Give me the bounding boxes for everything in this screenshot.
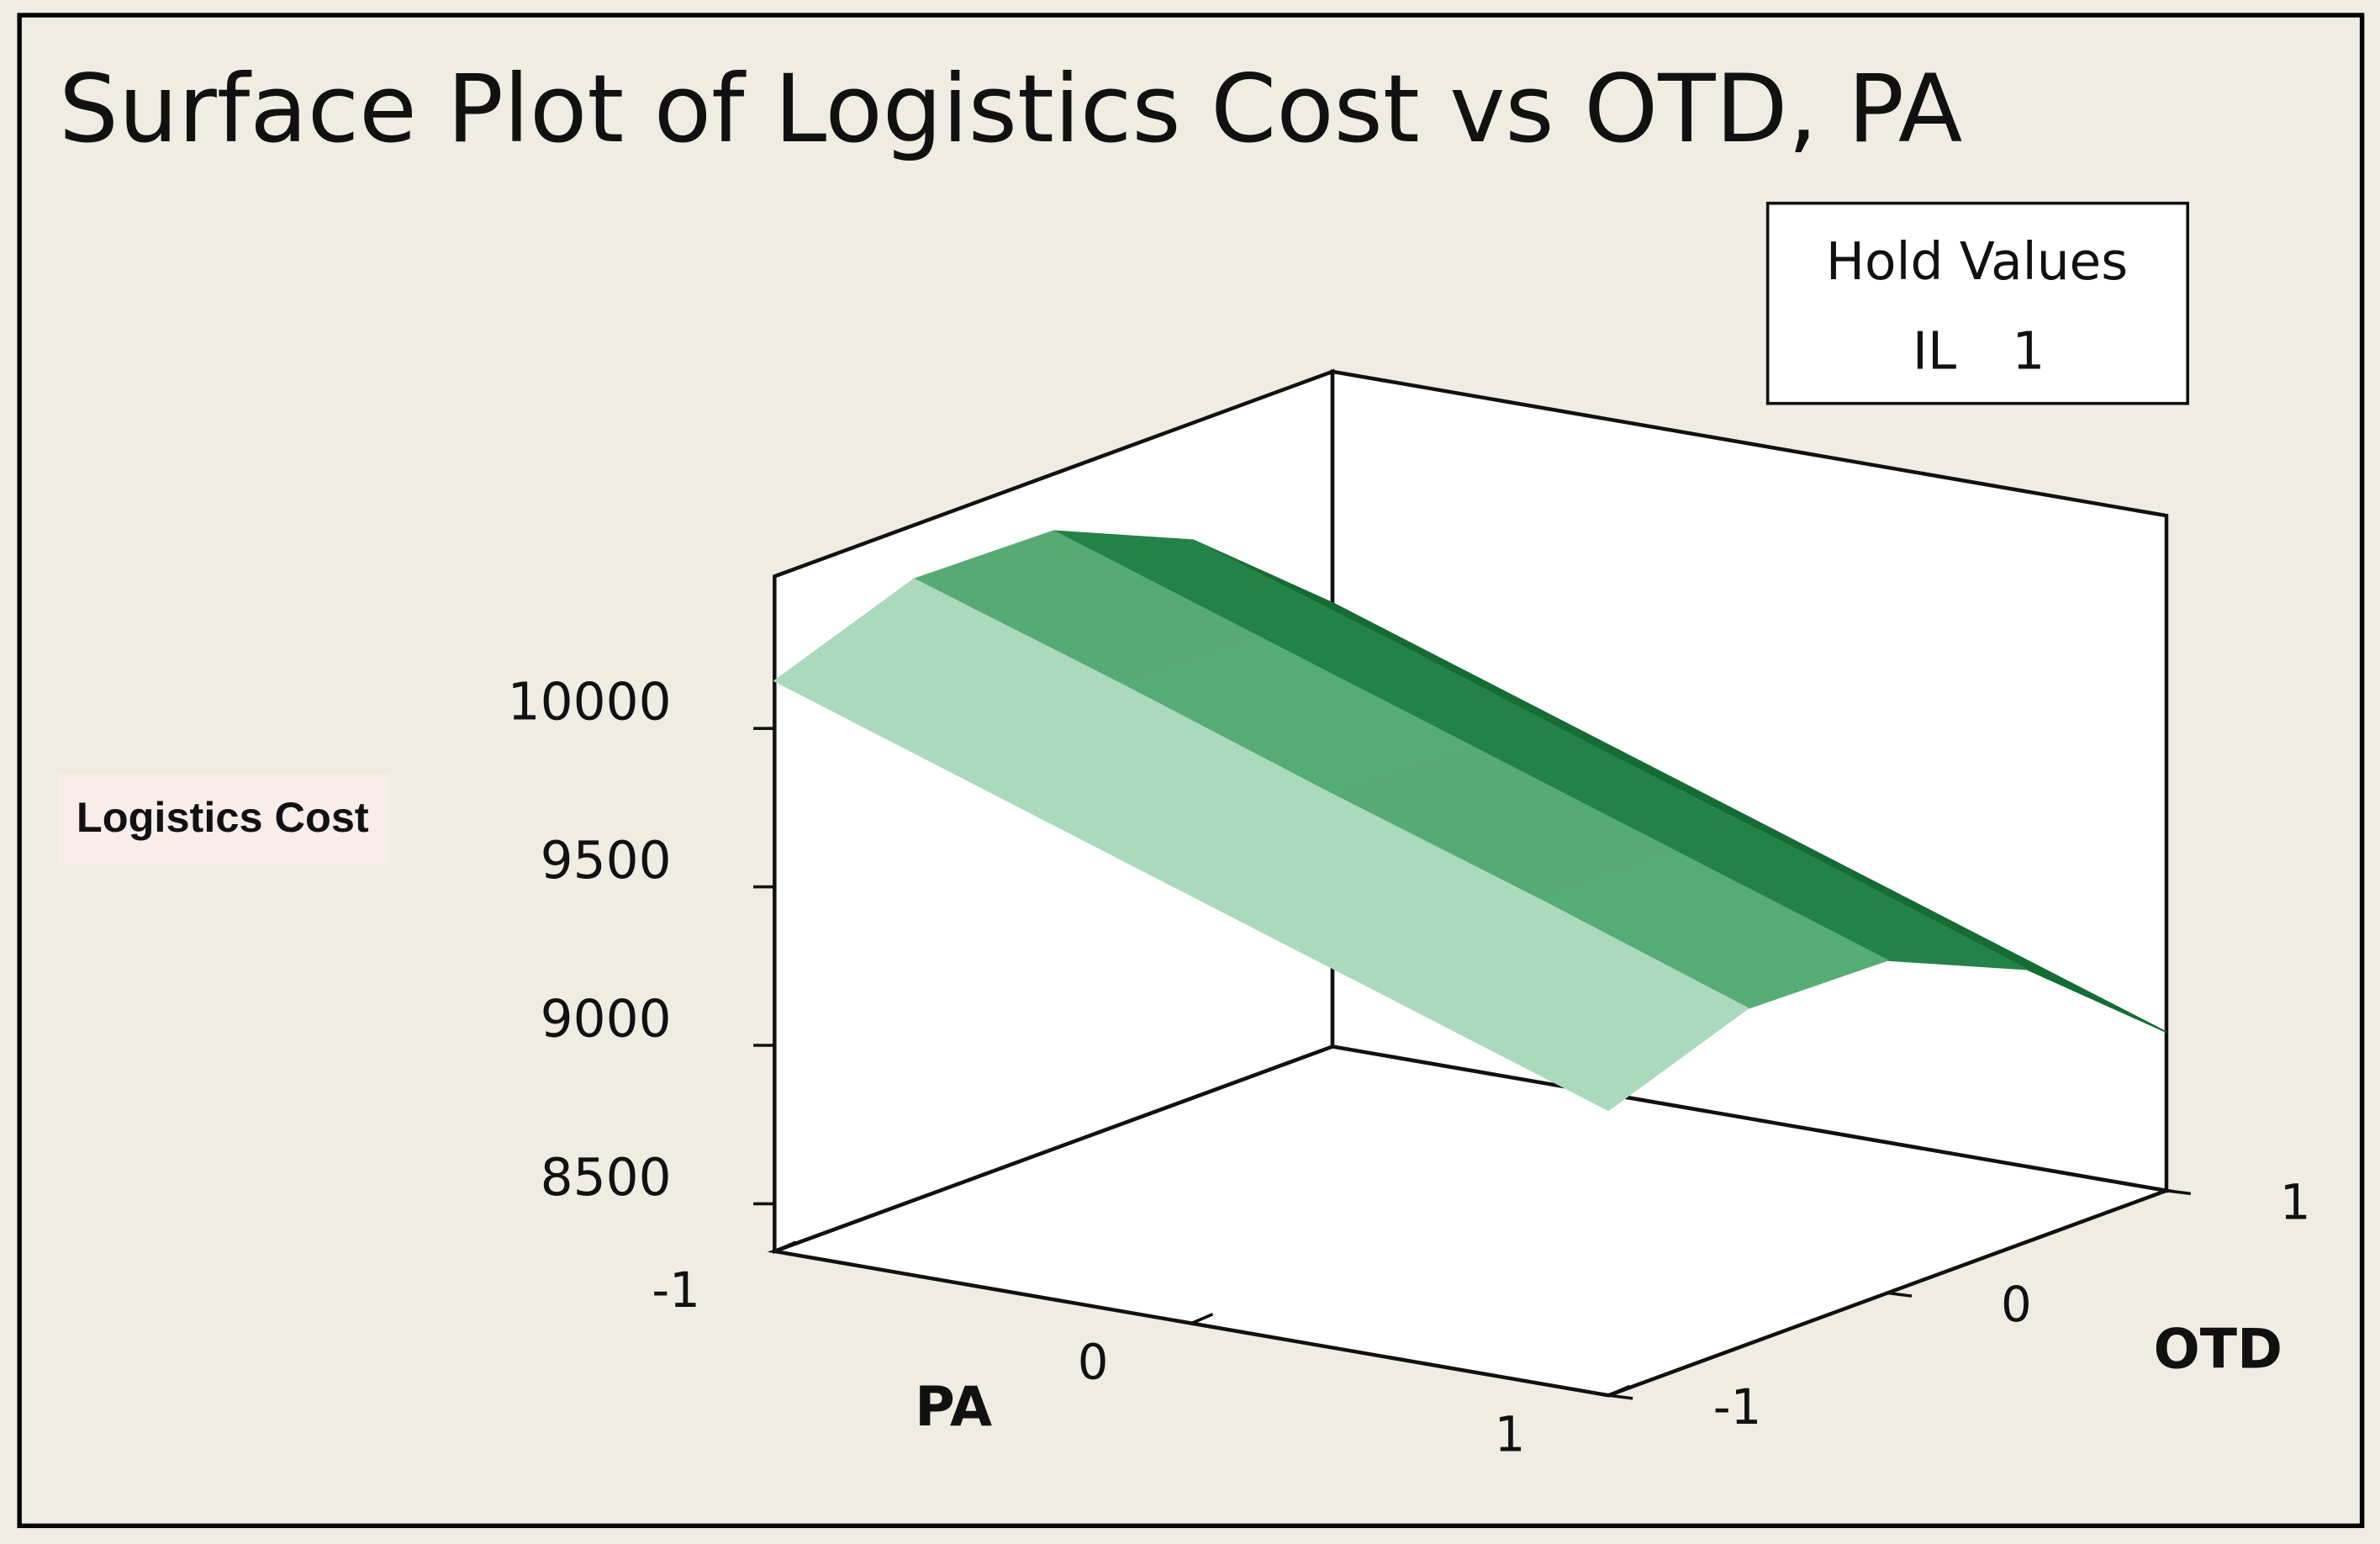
z-tick-label: 10000 (508, 673, 672, 732)
y-tick (1608, 1393, 1633, 1400)
hold-title: Hold Values (1826, 232, 2128, 292)
y-tick-label: 1 (2280, 1173, 2311, 1230)
x-tick-label: 1 (1495, 1405, 1526, 1462)
x-tick (1607, 1384, 1631, 1397)
hold-value: 1 (2012, 322, 2045, 382)
z-tick-label: 8500 (541, 1148, 672, 1208)
x-tick-label: 0 (1078, 1334, 1109, 1391)
y-axis-label: OTD (2154, 1318, 2282, 1381)
z-axis-label: Logistics Cost (77, 793, 369, 841)
y-tick-label: 0 (2001, 1276, 2032, 1333)
y-tick (2166, 1188, 2192, 1196)
x-tick (1190, 1313, 1214, 1325)
chart-title: Surface Plot of Logistics Cost vs OTD, P… (59, 55, 1962, 164)
x-tick (773, 1240, 797, 1253)
z-label-box (59, 773, 388, 865)
x-tick-label: -1 (652, 1261, 700, 1319)
hold-name: IL (1913, 322, 1956, 382)
z-tick-label: 9500 (541, 831, 672, 891)
z-tick-label: 9000 (541, 990, 672, 1050)
surface-patch (1398, 898, 1749, 1112)
y-tick (1887, 1291, 1913, 1298)
hold-box (1765, 201, 2190, 405)
x-axis-label: PA (915, 1376, 992, 1439)
y-tick-label: -1 (1713, 1378, 1762, 1436)
